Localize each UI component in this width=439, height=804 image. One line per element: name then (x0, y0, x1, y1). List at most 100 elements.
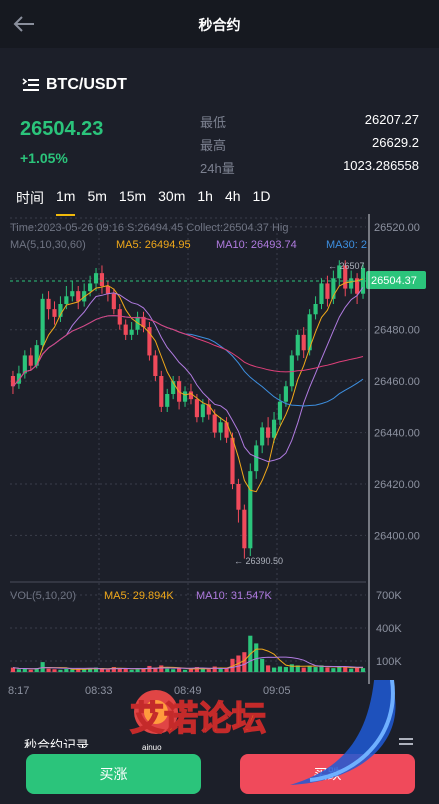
candle-body (165, 394, 170, 407)
max-price-label: ← 26507 (328, 261, 365, 271)
tab-1m[interactable]: 1m (56, 188, 76, 216)
volume-bar (16, 669, 21, 672)
volume-bar (319, 665, 324, 672)
volume-bar (283, 667, 288, 672)
vol-ma10-legend: MA10: 31.547K (196, 590, 272, 602)
volume-bar (194, 667, 199, 672)
candle-body (129, 329, 134, 335)
candle-body (70, 291, 75, 297)
candle-body (230, 437, 235, 484)
vol-ma10-line (12, 656, 363, 670)
high-value: 26629.2 (372, 135, 419, 150)
tab-1h[interactable]: 1h (197, 188, 213, 204)
candle-body (319, 283, 324, 304)
candle-body (242, 509, 247, 549)
interval-tabs: 时间 1m 5m 15m 30m 1h 4h 1D (16, 188, 271, 216)
pair-selector[interactable]: BTC/USDT (22, 76, 127, 94)
candle-body (64, 296, 69, 304)
volume-bar (165, 668, 170, 672)
time-tick-label: 09:05 (263, 685, 291, 697)
back-arrow-icon[interactable] (12, 12, 36, 36)
high-label: 最高 (200, 138, 227, 153)
last-price: 26504.23 (20, 118, 104, 140)
candle-body (218, 422, 223, 433)
volume-bar (105, 669, 110, 672)
tab-30m[interactable]: 30m (158, 188, 186, 204)
kline-svg[interactable]: Time:2023-05-26 09:16 S:26494.45 Collect… (0, 214, 439, 704)
volume-bar (40, 662, 45, 672)
volume-bar (117, 668, 122, 672)
volume-axis: 700K 400K 100K (376, 590, 402, 668)
volume-bar (141, 668, 146, 672)
candle-body (16, 373, 21, 384)
candle-body (283, 386, 288, 402)
price-tick-label: 26400.00 (374, 530, 420, 542)
time-tick-label: 08:49 (174, 685, 202, 697)
current-price-tag (366, 271, 426, 289)
ma-lines (12, 278, 364, 493)
tab-1d[interactable]: 1D (252, 188, 271, 204)
ma5-legend: MA5: 26494.95 (116, 239, 191, 251)
volume-bar (52, 669, 57, 672)
volume-bar (260, 658, 265, 672)
sell-down-button[interactable]: 买跌 (240, 754, 415, 794)
candle-body (289, 355, 294, 387)
volume-24h-label: 24h量 (200, 161, 235, 176)
volume-bar (224, 667, 229, 672)
candle-body (206, 404, 211, 415)
candle-body (46, 298, 51, 310)
volume-bar (88, 668, 93, 672)
candle-body (52, 309, 57, 317)
ma10-line (12, 287, 364, 463)
candle-body (40, 298, 45, 346)
candle-body (28, 355, 33, 366)
time-tick-label: 8:17 (8, 685, 29, 697)
volume-bar (10, 667, 16, 672)
ma30-legend: MA30: 2 (326, 239, 367, 251)
ticker-header (0, 48, 439, 188)
volume-bar (200, 668, 205, 672)
kline-chart[interactable]: Time:2023-05-26 09:16 S:26494.45 Collect… (0, 214, 439, 704)
price-tick-label: 26460.00 (374, 376, 420, 388)
candle-body (34, 345, 39, 366)
volume-bar (307, 665, 312, 672)
candle-body (153, 355, 158, 376)
candle-body (254, 445, 259, 472)
volume-bar (135, 669, 140, 672)
volume-bar (343, 667, 348, 672)
volume-bar (129, 669, 134, 672)
candle-body (200, 404, 205, 418)
price-tick-label: 26440.00 (374, 428, 420, 440)
price-tick-label: 26520.00 (374, 222, 420, 234)
volume-bar (82, 669, 87, 672)
candle-body (266, 427, 271, 438)
volume-bar (266, 665, 271, 672)
ma-legend-label: MA(5,10,30,60) (10, 239, 86, 251)
volume-bar (70, 669, 75, 672)
candle-body (88, 283, 93, 292)
candle-body (331, 278, 336, 299)
volume-bar (218, 668, 223, 672)
tab-4h[interactable]: 4h (224, 188, 241, 204)
volume-bar (159, 665, 164, 672)
volume-tick-label: 100K (376, 656, 402, 668)
low-label: 最低 (200, 115, 227, 130)
chart-info-line: Time:2023-05-26 09:16 S:26494.45 Collect… (10, 222, 288, 234)
buy-up-button[interactable]: 买涨 (26, 754, 201, 794)
volume-bar (64, 668, 69, 672)
volume-bar (177, 668, 182, 672)
tab-time[interactable]: 时间 (16, 190, 44, 206)
candle-body (171, 381, 176, 394)
tab-5m[interactable]: 5m (87, 188, 107, 204)
tab-15m[interactable]: 15m (118, 188, 147, 204)
candle-body (93, 273, 99, 284)
volume-bar (22, 668, 27, 672)
ma5-line (12, 278, 364, 493)
candle-body (194, 399, 199, 418)
candle-body (360, 268, 366, 294)
volume-bar (76, 668, 81, 672)
candle-body (260, 427, 265, 446)
candle-body (76, 291, 81, 302)
volume-bar (93, 667, 99, 672)
candle-body (313, 304, 318, 315)
